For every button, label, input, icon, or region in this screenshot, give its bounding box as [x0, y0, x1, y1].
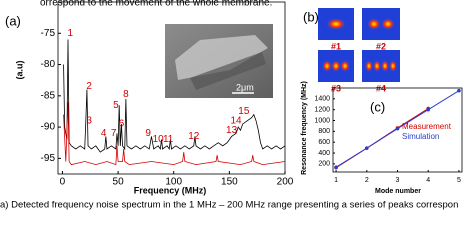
x-tick-label: 150 [221, 177, 238, 188]
y-tick-label: 1400 [314, 96, 330, 103]
caption: a) Detected frequency noise spectrum in … [0, 200, 458, 210]
y-tick-label: 400 [318, 150, 330, 157]
data-point [364, 146, 369, 150]
peak-label: 3 [86, 115, 92, 126]
peak-label: 15 [238, 106, 250, 117]
mode-label: #1 [331, 41, 341, 51]
peak-label: 10 [153, 134, 165, 145]
legend-entry: Simulation [402, 132, 439, 141]
peak-label: 9 [145, 128, 151, 139]
data-point [426, 107, 431, 112]
y-tick-label: 200 [318, 161, 330, 168]
series-line [63, 102, 286, 166]
y-tick-label: -85 [41, 90, 56, 101]
x-tick-label: 50 [113, 177, 125, 188]
peak-label: 6 [119, 119, 125, 130]
data-point [334, 165, 338, 169]
y-tick-label: -95 [41, 153, 56, 164]
y-tick-label: 800 [318, 128, 330, 135]
x-tick-label: 0 [60, 177, 66, 188]
y-tick-label: -90 [41, 122, 56, 133]
peak-label: 14 [230, 115, 242, 126]
peak-label: 2 [86, 81, 92, 92]
scale-label: 2μm [236, 82, 254, 92]
header-text: orrespond to the movement of the whole m… [40, 0, 272, 9]
mode-images [318, 8, 400, 82]
peak-label: 12 [188, 131, 200, 142]
figure: 2μm (b) #1 #2 #3 #4 orrespond to the mov… [0, 0, 463, 210]
x-tick-label: 100 [165, 177, 182, 188]
panel-label: (c) [370, 99, 385, 114]
x-tick-label: 2 [365, 177, 369, 184]
x-axis-label: Mode number [375, 188, 421, 195]
peak-label: 7 [111, 128, 117, 139]
x-tick-label: 3 [396, 177, 400, 184]
x-tick-label: 4 [426, 177, 430, 184]
y-axis-label: Resonance frequency (MHz) [301, 81, 308, 175]
y-axis-label: (a.u) [14, 60, 24, 79]
data-point [395, 126, 400, 131]
legend-entry: Measurement [402, 122, 452, 131]
y-tick-label: -80 [41, 59, 56, 70]
x-tick-label: 200 [277, 177, 294, 188]
data-point [457, 88, 461, 93]
peak-label: 8 [123, 89, 129, 100]
y-tick-label: 1200 [314, 107, 330, 114]
y-tick-label: -75 [41, 28, 56, 39]
series-line [63, 39, 286, 153]
peak-label: 1 [67, 28, 73, 39]
panel-label: (b) [303, 9, 319, 24]
x-tick-label: 1 [334, 177, 338, 184]
y-tick-label: 600 [318, 139, 330, 146]
peak-label: 11 [163, 134, 174, 145]
x-axis-label: Frequency (MHz) [134, 185, 207, 195]
x-tick-label: 5 [457, 177, 461, 184]
panel-label: (a) [5, 13, 21, 28]
mode-label: #2 [376, 41, 386, 51]
plot-frame [57, 1, 286, 175]
peak-label: 4 [101, 128, 107, 139]
y-tick-label: 1000 [314, 117, 330, 124]
peak-label: 13 [226, 125, 238, 136]
peak-label: 5 [113, 100, 119, 111]
sem-inset: 2μm [165, 24, 273, 98]
